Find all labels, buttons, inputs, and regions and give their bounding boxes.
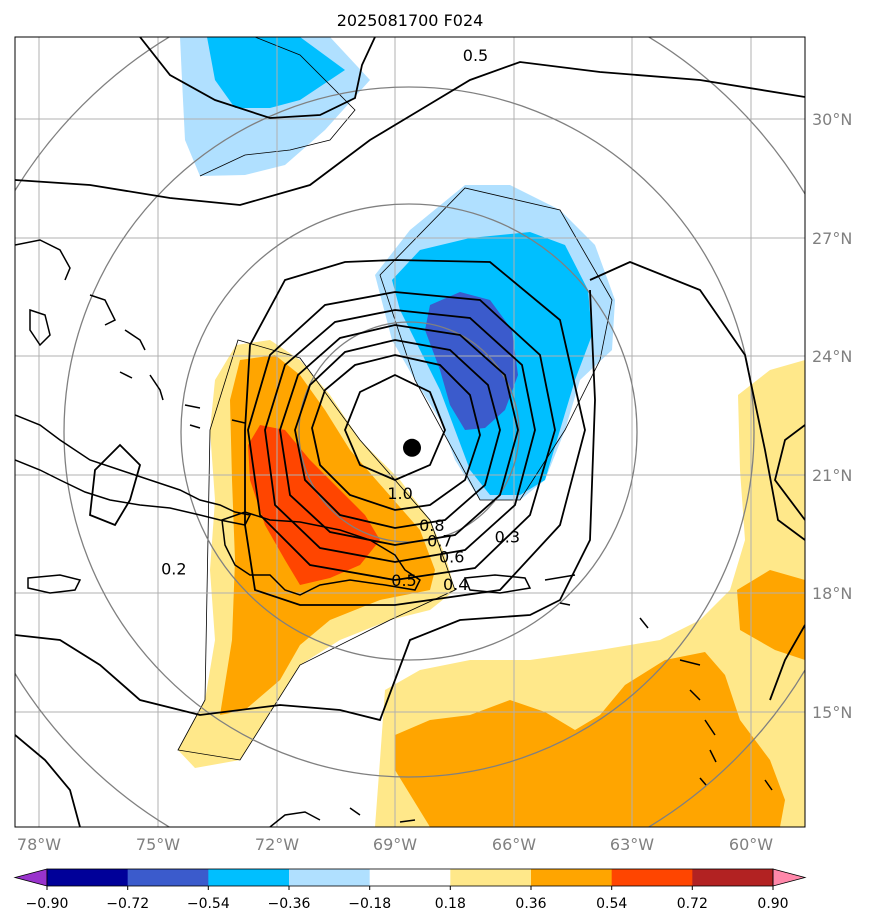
coast-bahamas-4 [124, 329, 146, 351]
colorbar-extend-low [13, 868, 48, 887]
lon-tick-72w: 72°W [255, 835, 299, 854]
lat-tick-18n: 18°N [812, 584, 852, 603]
contour-0-2-upper [15, 61, 805, 206]
contour-0-2-cuba [89, 443, 142, 527]
contour-label: 1.0 [387, 484, 412, 503]
colorbar-tick-label: −0.54 [187, 896, 230, 912]
colorbar-segment [369, 869, 451, 886]
shade-blue-center [425, 292, 518, 430]
colorbar-segment [531, 869, 613, 886]
shade-cyan-north [207, 37, 345, 108]
coast-lesser-antilles [544, 574, 773, 791]
contour-labels: 0.5 1.0 0.80.70.6 0.5 0.4 0.3 0.2 [161, 46, 520, 594]
coast-bahamas-1 [15, 239, 71, 281]
lat-tick-27n: 27°N [812, 229, 852, 248]
contour-label: 0.5 [391, 571, 416, 590]
outline-north [199, 37, 356, 177]
colorbar-segment [47, 869, 129, 886]
colorbar-segment [692, 869, 774, 886]
colorbar-tick-label: 0.36 [515, 896, 546, 912]
longitude-tick-labels: 78°W 75°W 72°W 69°W 66°W 63°W 60°W [17, 835, 773, 854]
coast-bahamas-3 [89, 294, 117, 326]
contour-0-2-ne-east [774, 424, 805, 521]
outline-center [379, 187, 613, 501]
range-ring-2 [180, 203, 638, 661]
contour-label: 0.6 [439, 547, 464, 566]
lon-tick-78w: 78°W [17, 835, 61, 854]
colorbar-segment [450, 869, 532, 886]
colorbar-segment [289, 869, 371, 886]
lat-tick-21n: 21°N [812, 466, 852, 485]
coast-bahamas-6 [149, 374, 164, 401]
map-area: 0.5 1.0 0.80.70.6 0.5 0.4 0.3 0.2 [15, 37, 805, 827]
contour-0-5-north [139, 37, 376, 119]
shade-outline-lines [177, 37, 613, 761]
contour-0-2-far-se [769, 624, 805, 701]
storm-center-marker [403, 438, 421, 457]
contour-0-4 [247, 291, 556, 581]
coast-puerto-rico [463, 574, 532, 594]
contour-label: 0.2 [161, 559, 186, 578]
lon-tick-75w: 75°W [136, 835, 180, 854]
contour-0-2-south [15, 289, 596, 722]
map-frame [14, 36, 806, 828]
positive-anomaly-field [178, 340, 805, 827]
colorbar-tick-label: −0.36 [268, 896, 311, 912]
contour-0-2-southwest [15, 734, 81, 827]
colorbar-frame [46, 868, 774, 887]
lon-tick-69w: 69°W [373, 835, 417, 854]
figure-title: 2025081700 F024 [337, 11, 484, 30]
shade-orange-southeast [395, 652, 785, 827]
lat-tick-30n: 30°N [812, 110, 852, 129]
contour-0-6 [279, 324, 519, 546]
colorbar-tick-label: 0.90 [757, 896, 788, 912]
lon-tick-63w: 63°W [610, 835, 654, 854]
contour-0-8 [311, 354, 481, 511]
coast-south-america [269, 807, 416, 827]
colorbar-tick-label: −0.72 [106, 896, 149, 912]
colorbar: −0.90 −0.72 −0.54 −0.36 −0.18 0.18 0.36 0.54 0.7… [13, 868, 807, 912]
colorbar-tick-label: 0.72 [677, 896, 708, 912]
lat-tick-24n: 24°N [812, 347, 852, 366]
contours [15, 37, 805, 827]
contour-label: 0.5 [463, 46, 488, 65]
colorbar-segment [611, 869, 693, 886]
colorbar-segment [208, 869, 290, 886]
coast-cuba [15, 414, 252, 526]
coast-turks [184, 404, 246, 429]
colorbar-tick-label: 0.18 [435, 896, 466, 912]
contour-0-7 [294, 339, 501, 529]
contour-0-2-east [589, 261, 805, 541]
colorbar-tick-label: −0.90 [26, 896, 69, 912]
contour-label: 0.8 [419, 516, 444, 535]
coast-bahamas-5 [119, 371, 133, 379]
contour-label: 0.7 [427, 532, 452, 551]
colorbar-segment [127, 869, 209, 886]
shade-red-west [248, 425, 380, 585]
contour-1-0 [344, 373, 446, 481]
lon-tick-60w: 60°W [729, 835, 773, 854]
negative-anomaly-field [180, 37, 615, 500]
lon-tick-66w: 66°W [492, 835, 536, 854]
contour-0-3 [244, 259, 586, 606]
colorbar-tick-label: 0.54 [596, 896, 627, 912]
range-ring-3 [63, 86, 755, 778]
contour-0-5 [264, 309, 536, 563]
lat-tick-15n: 15°N [812, 703, 852, 722]
outline-west [177, 339, 456, 761]
contour-label: 0.4 [443, 575, 468, 594]
latitude-tick-labels: 30°N 27°N 24°N 21°N 18°N 15°N [812, 110, 852, 722]
coast-jamaica [27, 574, 82, 594]
contour-label: 0.3 [495, 528, 520, 547]
coast-bahamas-2 [29, 308, 51, 347]
colorbar-extend-high [772, 868, 807, 887]
colorbar-tick-label: −0.18 [348, 896, 391, 912]
